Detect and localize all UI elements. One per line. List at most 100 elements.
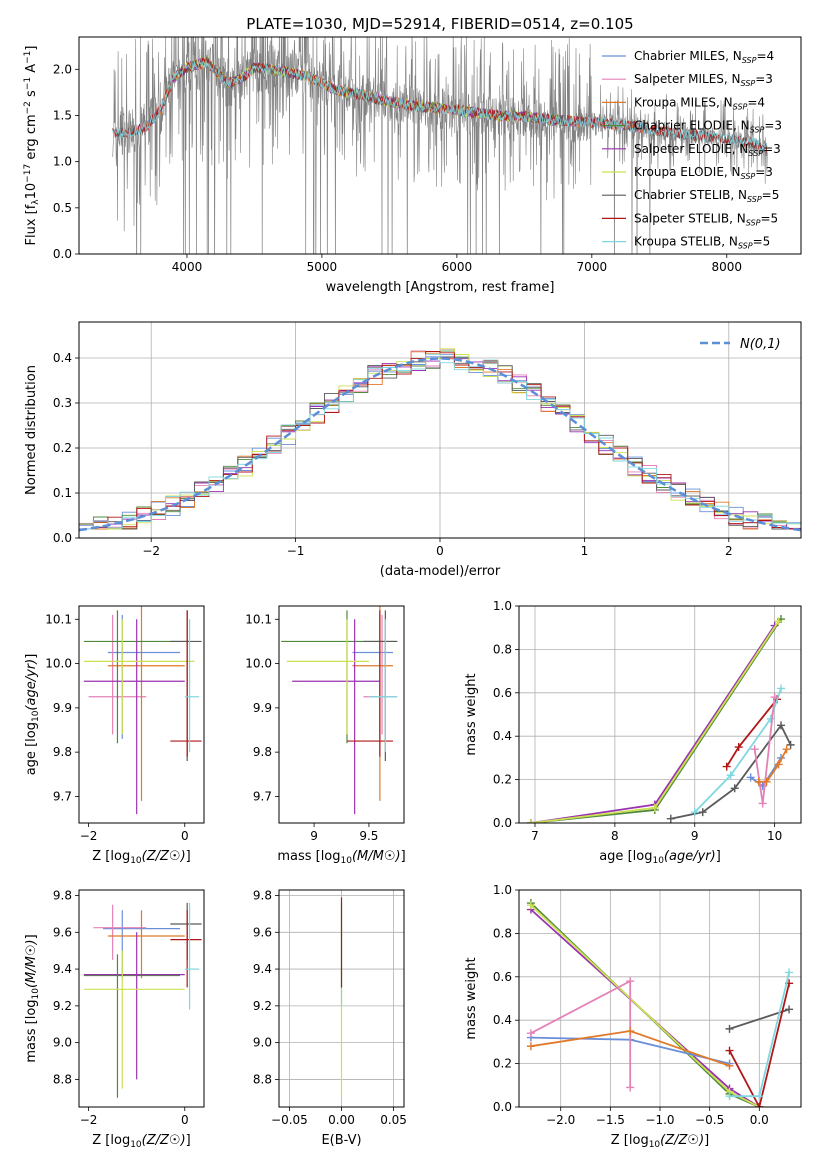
plot-area-weight_vs_age bbox=[526, 615, 795, 823]
x-tick-label: −1.5 bbox=[596, 1113, 625, 1127]
y-axis-label: mass weight bbox=[464, 957, 479, 1039]
plot-area-weight_vs_Z bbox=[526, 899, 794, 1107]
residual-histogram bbox=[79, 348, 801, 530]
x-tick-label: 10 bbox=[767, 829, 782, 843]
weight-marker bbox=[754, 777, 763, 786]
axes-frame bbox=[518, 605, 802, 824]
weight-marker bbox=[755, 1092, 764, 1101]
x-tick-label: 5000 bbox=[307, 260, 338, 274]
y-tick-label: 10.1 bbox=[245, 612, 272, 626]
legend-label: Kroupa ELODIE, NSSP=3 bbox=[634, 165, 773, 181]
legend-label: Salpeter MILES, NSSP=3 bbox=[634, 72, 773, 88]
weight-marker bbox=[785, 968, 794, 977]
weight-marker bbox=[777, 721, 786, 730]
weight-marker bbox=[766, 714, 775, 723]
weight-marker bbox=[762, 777, 771, 786]
y-tick-label: 9.8 bbox=[253, 745, 272, 759]
weight-marker bbox=[626, 1027, 635, 1036]
y-axis-label: Normed distribution bbox=[24, 365, 39, 495]
weight-line bbox=[530, 624, 776, 823]
x-tick-label: 0 bbox=[181, 1113, 189, 1127]
y-tick-label: 0.6 bbox=[493, 970, 512, 984]
weight-line bbox=[758, 748, 788, 783]
y-tick-label: 9.0 bbox=[53, 1036, 72, 1050]
axes-frame bbox=[278, 605, 405, 824]
y-tick-label: 9.9 bbox=[53, 701, 72, 715]
weight-marker bbox=[774, 760, 783, 769]
y-axis-label: Flux [fλ10−17 erg cm−2 s−1 A−1] bbox=[23, 46, 41, 246]
y-tick-label: 0.8 bbox=[493, 926, 512, 940]
x-axis-label: Z [log10(Z/Z☉)] bbox=[611, 1133, 709, 1150]
y-tick-label: 0.8 bbox=[493, 642, 512, 656]
axes-frame bbox=[78, 889, 205, 1108]
axes-age_vs_mass: 9 9.5 9.7 9.8 9.9 10.0 10.1 mass [log10(M/M☉)] bbox=[245, 605, 406, 866]
x-tick-label: 1 bbox=[581, 544, 589, 558]
y-tick-label: 0.1 bbox=[53, 486, 72, 500]
x-tick-label: −2 bbox=[80, 829, 98, 843]
y-tick-label: 9.8 bbox=[253, 889, 272, 903]
y-tick-label: 9.9 bbox=[253, 701, 272, 715]
x-tick-label: 9.5 bbox=[359, 829, 378, 843]
weight-marker bbox=[626, 1083, 635, 1092]
y-tick-label: 8.8 bbox=[253, 1072, 272, 1086]
weight-line bbox=[694, 688, 782, 813]
weight-marker bbox=[734, 743, 743, 752]
axes-mass_vs_Z: −2 0 8.8 9.0 9.2 9.4 9.6 9.8 Z [log10(Z/Z☉)] mass… bbox=[24, 889, 205, 1150]
y-tick-label: 8.8 bbox=[53, 1072, 72, 1086]
x-tick-label: 2 bbox=[725, 544, 733, 558]
axes-frame bbox=[78, 605, 205, 824]
x-axis-label: (data-model)/error bbox=[380, 564, 501, 579]
legend-label: Kroupa STELIB, NSSP=5 bbox=[634, 235, 770, 251]
weight-marker bbox=[722, 762, 731, 771]
weight-marker bbox=[698, 808, 707, 817]
y-tick-label: 0.0 bbox=[53, 531, 72, 545]
y-tick-label: 10.0 bbox=[45, 657, 72, 671]
x-tick-label: 6000 bbox=[442, 260, 473, 274]
x-tick-label: 0.0 bbox=[750, 1113, 769, 1127]
x-tick-label: −2 bbox=[80, 1113, 98, 1127]
x-tick-label: 7 bbox=[531, 829, 539, 843]
x-axis-label: age [log10(age/yr)] bbox=[599, 849, 721, 866]
y-tick-label: 0.0 bbox=[53, 247, 72, 261]
x-axis-label: Z [log10(Z/Z☉)] bbox=[92, 849, 190, 866]
weight-line bbox=[725, 698, 778, 768]
weight-marker bbox=[526, 901, 535, 910]
y-tick-label: 0.2 bbox=[493, 773, 512, 787]
plot-area-age_vs_mass bbox=[281, 606, 398, 815]
y-tick-label: 0.4 bbox=[53, 351, 72, 365]
y-tick-label: 9.7 bbox=[253, 789, 272, 803]
plot-area-mass_vs_Z bbox=[83, 902, 202, 1098]
weight-marker bbox=[626, 977, 635, 986]
y-tick-label: 0.5 bbox=[53, 201, 72, 215]
y-tick-label: 0.0 bbox=[493, 816, 512, 830]
x-tick-label: −1.0 bbox=[645, 1113, 674, 1127]
normal-curve bbox=[79, 357, 801, 532]
y-axis-label: mass [log10(M/M☉)] bbox=[24, 934, 41, 1062]
model-spectrum bbox=[112, 59, 768, 153]
weight-marker bbox=[666, 814, 675, 823]
y-tick-label: 1.0 bbox=[493, 599, 512, 613]
y-tick-label: 0.0 bbox=[493, 1100, 512, 1114]
weight-marker bbox=[526, 819, 535, 823]
x-axis-label: mass [log10(M/M☉)] bbox=[277, 849, 405, 866]
y-tick-label: 9.8 bbox=[53, 889, 72, 903]
weight-marker bbox=[726, 771, 735, 780]
y-tick-label: 0.3 bbox=[53, 396, 72, 410]
y-tick-label: 0.2 bbox=[53, 441, 72, 455]
legend-label: Kroupa MILES, NSSP=4 bbox=[634, 95, 765, 111]
y-tick-label: 10.1 bbox=[45, 612, 72, 626]
axes-frame bbox=[78, 36, 802, 255]
x-tick-label: 7000 bbox=[577, 260, 608, 274]
x-axis-label: Z [log10(Z/Z☉)] bbox=[92, 1133, 190, 1150]
x-tick-label: −2.0 bbox=[546, 1113, 575, 1127]
x-tick-label: 0.00 bbox=[328, 1113, 355, 1127]
x-tick-label: 8 bbox=[611, 829, 619, 843]
weight-marker bbox=[786, 740, 795, 749]
y-tick-label: 0.2 bbox=[493, 1057, 512, 1071]
weight-line bbox=[530, 620, 780, 823]
y-tick-label: 1.0 bbox=[53, 155, 72, 169]
weight-marker bbox=[526, 1042, 535, 1051]
weight-marker bbox=[777, 684, 786, 693]
axes-age_vs_Z: −2 0 9.7 9.8 9.9 10.0 10.1 Z [log10(Z/Z☉)] age [… bbox=[24, 605, 205, 866]
y-axis-label: age [log10(age/yr)] bbox=[24, 654, 41, 776]
